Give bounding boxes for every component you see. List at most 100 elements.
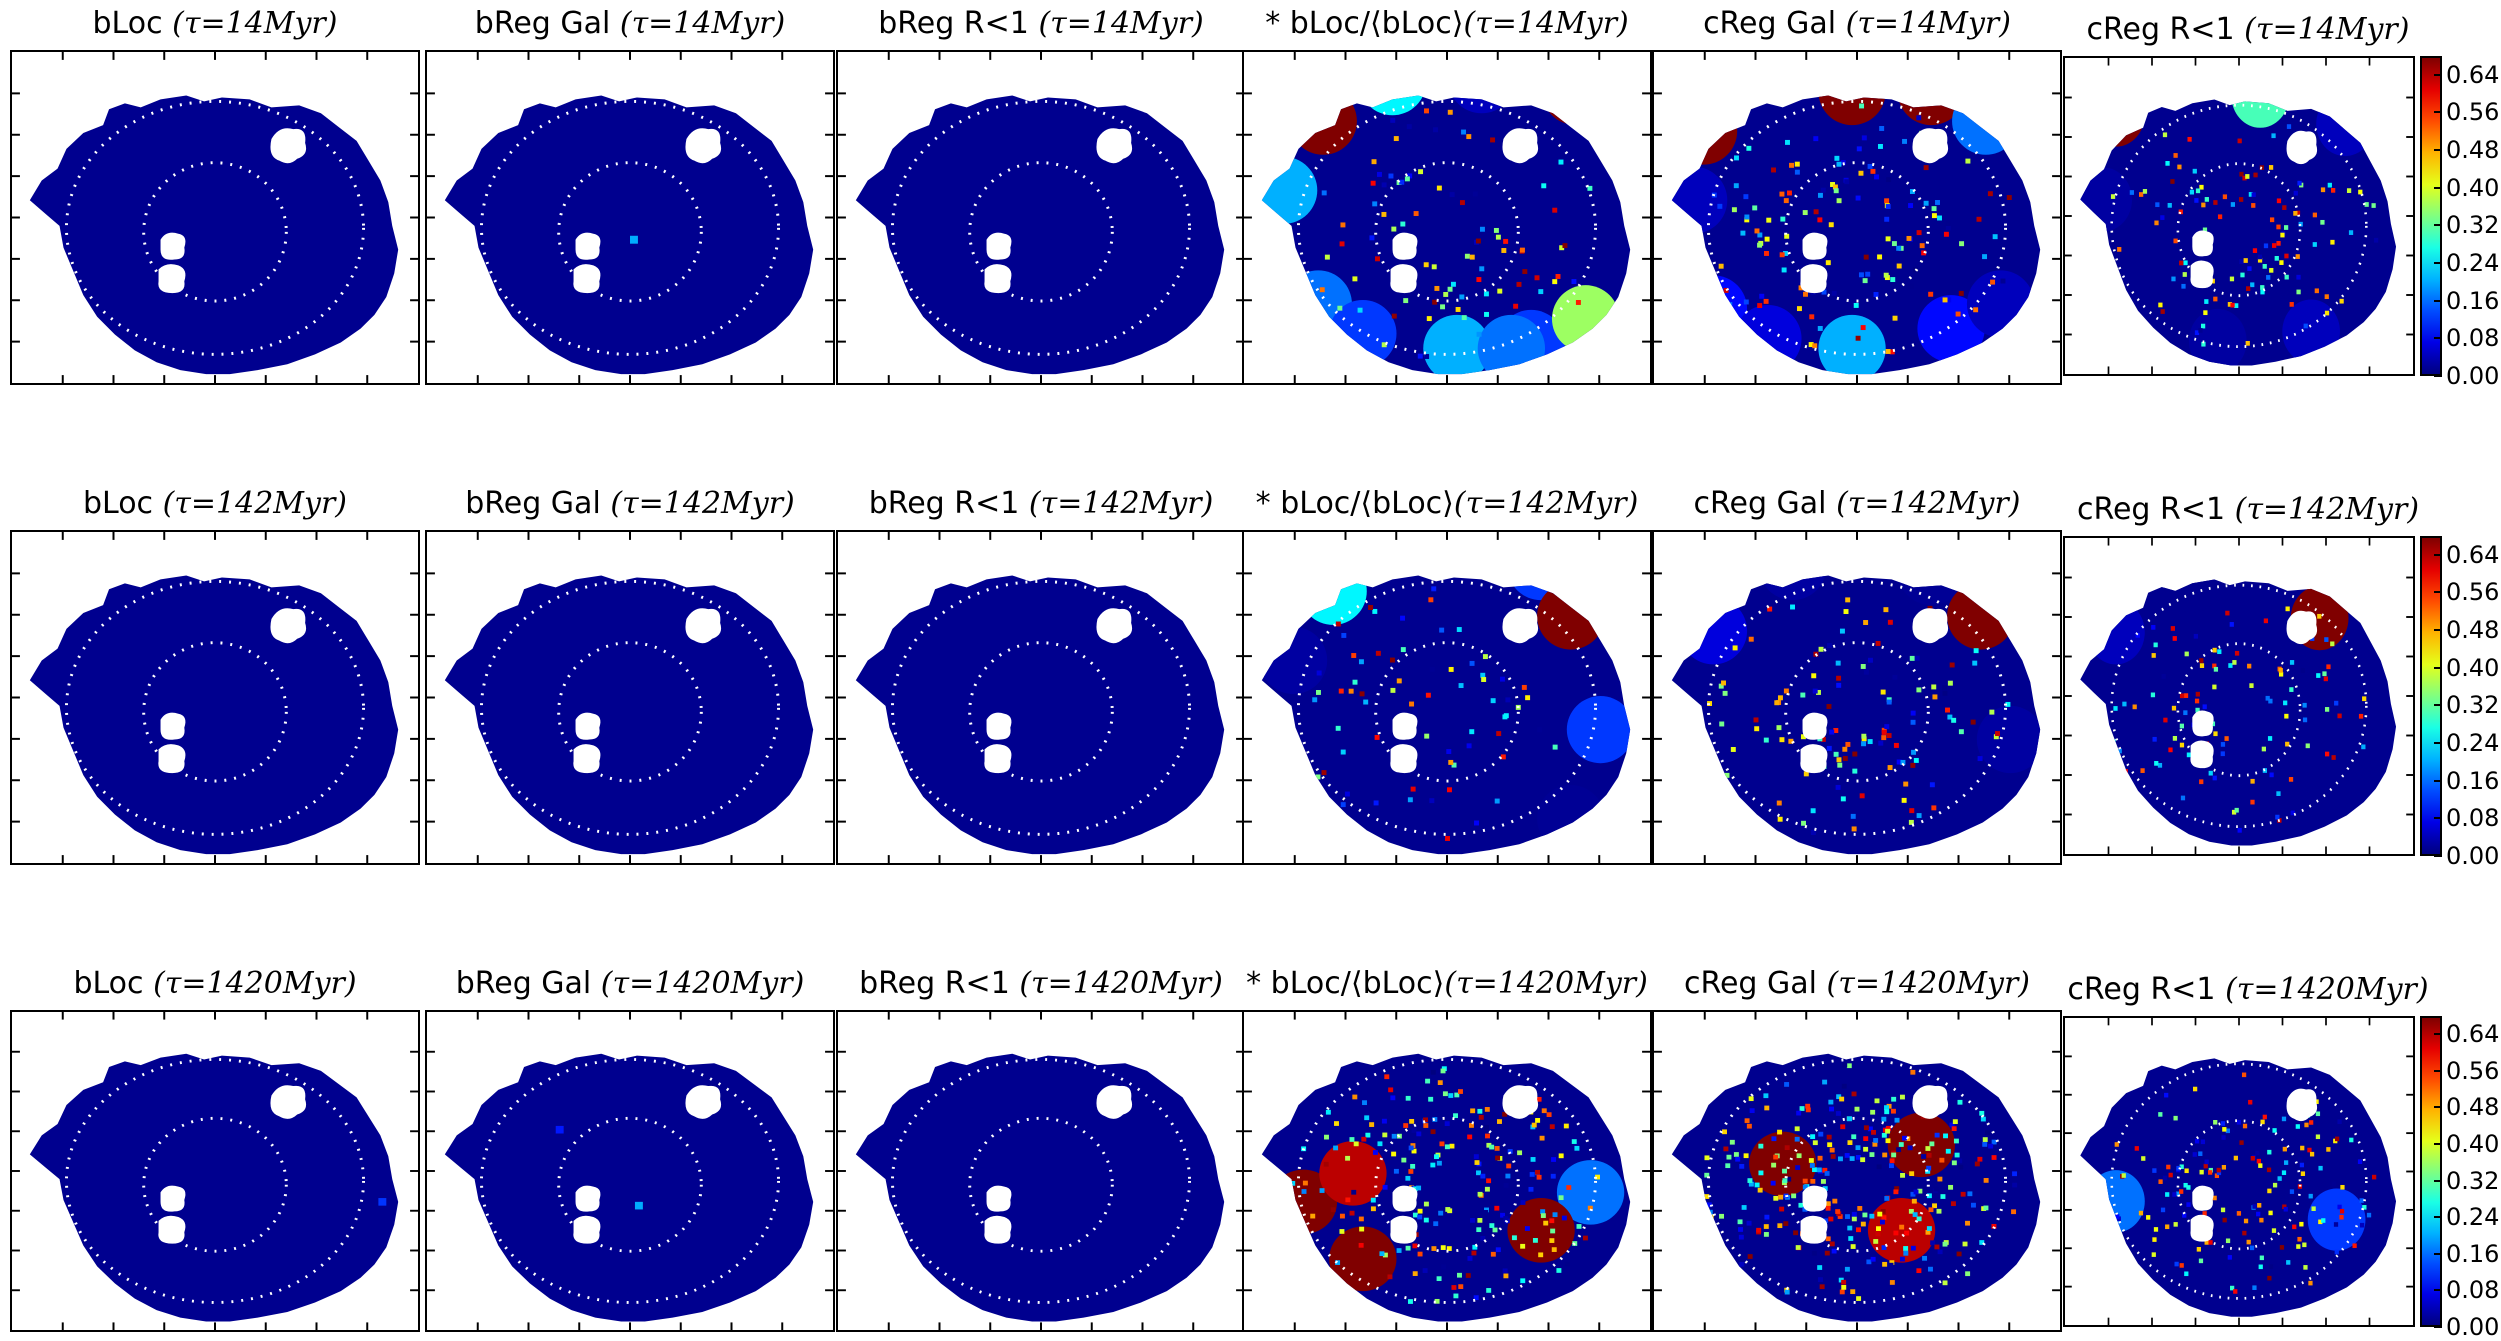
value-pixel	[1925, 1146, 1931, 1151]
value-pixel	[2230, 302, 2235, 308]
value-pixel	[1802, 1184, 1808, 1190]
panel-bloc-ratio: * bLoc/⟨bLoc⟩(τ=1420Myr)	[1242, 960, 1652, 1337]
axis-ticks	[1654, 52, 2060, 383]
map-frame	[1652, 1010, 2062, 1332]
value-pixel	[1848, 1236, 1854, 1241]
value-pixel	[2152, 1168, 2157, 1173]
value-pixel	[1461, 315, 1467, 321]
outer-ring	[64, 579, 366, 836]
value-pixel	[1312, 697, 1318, 703]
colorbar-tick	[2434, 1069, 2442, 1072]
row-tau-14: bLoc (τ=14Myr) bReg Gal (τ=14Myr) bReg R…	[0, 0, 2501, 400]
value-pixel	[1843, 609, 1849, 615]
value-pixel	[2138, 1210, 2144, 1216]
value-pixel	[1478, 1114, 1484, 1120]
value-pixel	[2288, 777, 2294, 782]
value-pixel	[1877, 254, 1883, 260]
axis-ticks	[427, 532, 833, 863]
value-pixel	[1991, 1139, 1997, 1145]
value-pixel	[2204, 299, 2209, 304]
value-region	[1897, 95, 1965, 126]
value-pixel	[1334, 1121, 1339, 1126]
value-pixel	[1946, 297, 1952, 303]
value-pixel	[1926, 1152, 1932, 1158]
value-pixel	[1408, 1169, 1414, 1174]
value-pixel	[1784, 233, 1790, 239]
value-pixel	[2237, 138, 2242, 144]
value-region	[1679, 275, 1748, 343]
value-pixel	[1323, 1161, 1329, 1167]
panel-title: bReg Gal (τ=14Myr)	[425, 6, 835, 42]
value-pixel	[1863, 1125, 1869, 1131]
value-pixel	[1836, 1094, 1842, 1100]
value-pixel	[1390, 117, 1396, 123]
value-pixel	[2359, 1198, 2364, 1203]
value-pixel	[2204, 1240, 2209, 1245]
value-pixel	[1811, 1250, 1817, 1256]
colorbar-tick-label: 0.48	[2446, 1093, 2500, 1122]
value-pixel	[1956, 1251, 1962, 1257]
row-tau-142: bLoc (τ=142Myr) bReg Gal (τ=142Myr) bReg…	[0, 480, 2501, 880]
galaxy-map	[1244, 532, 1650, 863]
value-pixel	[2214, 1173, 2220, 1179]
value-pixel	[1932, 694, 1938, 700]
value-pixel	[2115, 1163, 2121, 1168]
value-pixel	[1443, 291, 1449, 297]
galaxy-disk	[2080, 1058, 2397, 1317]
value-pixel	[2285, 606, 2290, 612]
value-pixel	[2357, 1159, 2363, 1164]
panel-label: bReg Gal	[465, 486, 601, 521]
value-pixel	[1820, 1179, 1826, 1184]
panel-tau: (τ=14Myr)	[619, 6, 786, 41]
panel-tau: (τ=1420Myr)	[1444, 966, 1648, 1001]
value-pixel	[1541, 183, 1547, 189]
value-pixel	[2011, 1209, 2017, 1215]
value-region	[2087, 1170, 2145, 1233]
value-pixel	[1422, 1268, 1428, 1273]
masked-hole	[573, 744, 601, 774]
value-pixel	[1391, 313, 1397, 319]
value-pixel	[2259, 1217, 2264, 1223]
value-pixel	[1759, 293, 1765, 299]
value-pixel	[1861, 135, 1867, 141]
panel-tau: (τ=1420Myr)	[1826, 966, 2031, 1001]
value-pixel	[1845, 597, 1851, 603]
masked-hole	[1096, 128, 1133, 164]
value-pixel	[2297, 1236, 2302, 1242]
value-pixel	[2331, 1181, 2337, 1187]
value-pixel	[1791, 1193, 1797, 1199]
value-pixel	[2250, 1156, 2255, 1161]
value-pixel	[2179, 723, 2184, 729]
value-pixel	[2346, 188, 2352, 193]
value-pixel	[1822, 1079, 1828, 1085]
value-pixel	[2187, 136, 2192, 142]
masked-hole	[1800, 744, 1828, 774]
panel-bloc-ratio: * bLoc/⟨bLoc⟩(τ=14Myr)	[1242, 0, 1652, 400]
value-pixel	[1466, 743, 1472, 749]
value-pixel	[2113, 706, 2118, 711]
value-pixel	[1431, 1246, 1437, 1251]
value-pixel	[1368, 605, 1374, 610]
panel-label: cReg Gal	[1683, 966, 1817, 1001]
value-pixel	[1878, 740, 1884, 746]
value-pixel	[1489, 1144, 1495, 1150]
value-pixel	[1829, 1106, 1835, 1112]
value-pixel	[2246, 286, 2251, 291]
axis-ticks	[1654, 532, 2060, 863]
value-pixel	[1550, 1173, 1556, 1179]
value-pixel	[1903, 1246, 1909, 1251]
galaxy-disk	[855, 575, 1225, 855]
value-pixel	[1440, 304, 1446, 310]
value-pixel	[2245, 174, 2250, 179]
value-pixel	[2276, 198, 2282, 204]
value-pixel	[2179, 1263, 2184, 1268]
value-pixel	[1796, 1153, 1802, 1159]
value-pixel	[1381, 342, 1387, 348]
value-pixel	[2324, 637, 2329, 642]
value-pixel	[1782, 1178, 1788, 1183]
value-pixel	[1484, 311, 1489, 317]
value-pixel	[1836, 198, 1842, 204]
value-pixel	[1910, 719, 1916, 725]
value-pixel	[1890, 277, 1896, 283]
map-frame	[1242, 50, 1652, 385]
